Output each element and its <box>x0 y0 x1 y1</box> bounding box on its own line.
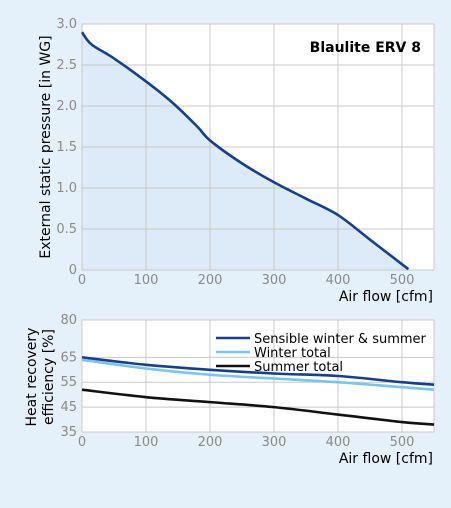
pressure-grid <box>81 23 435 271</box>
efficiency-plot-area <box>82 320 434 432</box>
efficiency-x-tick-300: 300 <box>262 435 287 450</box>
efficiency-line-summer-total <box>81 388 435 426</box>
efficiency-x-tick-labels: 0 100 200 300 400 500 <box>78 435 415 450</box>
efficiency-chart: 0 100 200 300 400 500 35 45 55 65 80 Sensible win… <box>24 313 435 467</box>
efficiency-y-tick-labels: 35 45 55 65 80 <box>60 313 77 440</box>
efficiency-y-axis-label-line-2: efficiency [%] <box>41 329 57 425</box>
pressure-x-tick-400: 400 <box>326 273 351 288</box>
pressure-chart-title: Blaulite ERV 8 <box>310 40 421 56</box>
efficiency-x-tick-0: 0 <box>78 435 86 450</box>
pressure-y-tick-5: 2.5 <box>56 58 77 73</box>
efficiency-plot-frame <box>81 319 435 433</box>
pressure-y-tick-4: 2.0 <box>56 99 77 114</box>
pressure-y-tick-1: 0.5 <box>56 222 77 237</box>
pressure-y-tick-2: 1.0 <box>56 181 77 196</box>
efficiency-series-lines <box>81 356 435 426</box>
pressure-x-tick-200: 200 <box>198 273 223 288</box>
pressure-chart: 0 100 200 300 400 500 0 0.5 1.0 1.5 2.0 2.5 3.0 Bla… <box>38 17 435 305</box>
legend-label-sensible: Sensible winter & summer <box>254 332 427 347</box>
pressure-y-tick-6: 3.0 <box>56 17 77 32</box>
pressure-y-tick-labels: 0 0.5 1.0 1.5 2.0 2.5 3.0 <box>56 17 77 278</box>
legend-label-winter: Winter total <box>254 346 331 361</box>
efficiency-y-axis-label-line-1: Heat recovery <box>24 328 40 427</box>
pressure-x-tick-300: 300 <box>262 273 287 288</box>
legend-label-summer: Summer total <box>254 360 343 375</box>
efficiency-line-winter-total <box>81 358 435 391</box>
pressure-x-tick-labels: 0 100 200 300 400 500 <box>78 273 415 288</box>
efficiency-x-tick-100: 100 <box>134 435 159 450</box>
efficiency-y-tick-3: 65 <box>60 350 77 365</box>
pressure-curve-line <box>80 31 410 271</box>
efficiency-grid <box>81 319 435 433</box>
efficiency-line-sensible <box>81 356 435 387</box>
efficiency-y-tick-0: 35 <box>60 425 77 440</box>
pressure-y-tick-0: 0 <box>69 263 77 278</box>
efficiency-x-tick-400: 400 <box>326 435 351 450</box>
pressure-y-tick-3: 1.5 <box>56 140 77 155</box>
pressure-y-axis-label: External static pressure [in WG] <box>38 35 54 258</box>
efficiency-x-tick-500: 500 <box>390 435 415 450</box>
efficiency-x-axis-label: Air flow [cfm] <box>339 451 433 467</box>
efficiency-y-tick-4: 80 <box>60 313 77 328</box>
pressure-x-axis-label: Air flow [cfm] <box>339 289 433 305</box>
pressure-x-tick-100: 100 <box>134 273 159 288</box>
pressure-x-tick-0: 0 <box>78 273 86 288</box>
efficiency-legend: Sensible winter & summer Winter total Su… <box>216 332 427 375</box>
pressure-curve-fill <box>82 32 409 271</box>
pressure-plot-frame <box>81 23 435 271</box>
efficiency-y-tick-1: 45 <box>60 400 77 415</box>
efficiency-x-tick-200: 200 <box>198 435 223 450</box>
pressure-x-tick-500: 500 <box>390 273 415 288</box>
efficiency-y-tick-2: 55 <box>60 375 77 390</box>
